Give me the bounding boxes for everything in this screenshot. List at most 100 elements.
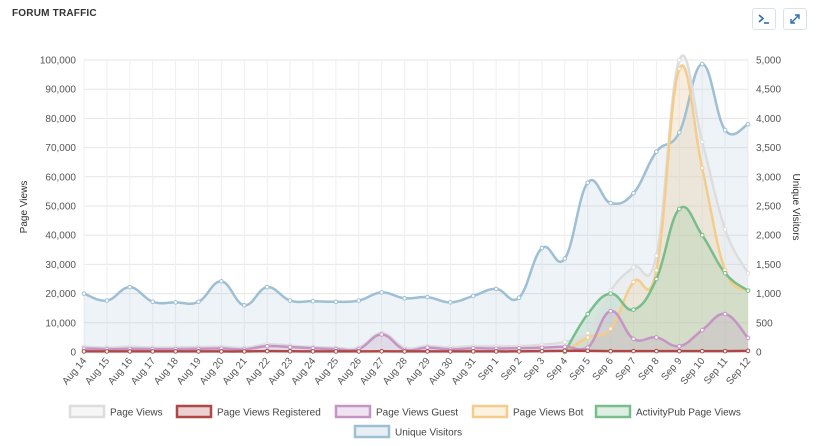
unique-visitors-point[interactable] xyxy=(81,291,87,296)
legend-item-page-views-registered[interactable]: Page Views Registered xyxy=(175,404,321,419)
page-views-registered-point[interactable] xyxy=(287,348,293,354)
page-views-point[interactable] xyxy=(585,330,591,336)
unique-visitors-point[interactable] xyxy=(722,127,728,133)
unique-visitors-point[interactable] xyxy=(219,279,224,284)
page-views-registered-point[interactable] xyxy=(608,348,613,354)
unique-visitors-point[interactable] xyxy=(608,200,613,206)
page-views-registered-point[interactable] xyxy=(631,348,636,354)
page-views-guest-point[interactable] xyxy=(631,336,636,342)
unique-visitors-point[interactable] xyxy=(150,299,155,305)
activitypub-page-views-point[interactable] xyxy=(722,270,728,276)
unique-visitors-point[interactable] xyxy=(104,298,110,303)
legend-item-page-views-bot[interactable]: Page Views Bot xyxy=(471,404,584,419)
unique-visitors-point[interactable] xyxy=(562,256,568,261)
page-views-registered-point[interactable] xyxy=(539,348,545,354)
page-views-registered-point[interactable] xyxy=(585,348,591,354)
activitypub-page-views-point[interactable] xyxy=(585,311,591,317)
page-views-guest-point[interactable] xyxy=(722,311,728,317)
unique-visitors-point[interactable] xyxy=(539,245,545,251)
activitypub-page-views-point[interactable] xyxy=(654,276,659,282)
page-views-registered-point[interactable] xyxy=(699,348,705,354)
page-views-registered-point[interactable] xyxy=(722,348,728,354)
page-views-guest-point[interactable] xyxy=(608,308,613,314)
page-views-registered-point[interactable] xyxy=(356,349,362,354)
activitypub-page-views-point[interactable] xyxy=(699,232,705,238)
page-views-registered-point[interactable] xyxy=(81,349,87,354)
page-views-registered-point[interactable] xyxy=(379,348,384,354)
page-views-point[interactable] xyxy=(562,339,568,345)
activitypub-page-views-point[interactable] xyxy=(677,206,682,212)
unique-visitors-point[interactable] xyxy=(699,61,705,67)
page-views-registered-point[interactable] xyxy=(173,349,178,354)
page-views-registered-point[interactable] xyxy=(470,349,476,354)
page-views-guest-point[interactable] xyxy=(562,344,568,350)
unique-visitors-point[interactable] xyxy=(654,149,659,154)
unique-visitors-point[interactable] xyxy=(379,290,384,295)
page-views-guest-point[interactable] xyxy=(677,343,682,349)
page-views-point[interactable] xyxy=(699,139,705,145)
page-views-guest-point[interactable] xyxy=(654,335,659,340)
page-views-registered-point[interactable] xyxy=(219,349,224,354)
page-views-guest-point[interactable] xyxy=(745,335,751,341)
terminal-button[interactable] xyxy=(752,8,776,30)
page-views-bot-point[interactable] xyxy=(608,326,613,331)
page-views-registered-point[interactable] xyxy=(493,349,499,354)
page-views-guest-point[interactable] xyxy=(379,332,384,337)
page-views-registered-point[interactable] xyxy=(310,349,316,354)
page-views-registered-point[interactable] xyxy=(104,349,110,354)
page-views-guest-point[interactable] xyxy=(699,327,705,333)
page-views-point[interactable] xyxy=(745,270,751,276)
expand-button[interactable] xyxy=(783,8,807,30)
legend-item-page-views[interactable]: Page Views xyxy=(68,404,163,419)
unique-visitors-point[interactable] xyxy=(196,299,201,305)
unique-visitors-point[interactable] xyxy=(287,298,293,303)
unique-visitors-point[interactable] xyxy=(333,299,339,305)
page-views-guest-point[interactable] xyxy=(264,343,270,349)
legend-item-activitypub-page-views[interactable]: ActivityPub Page Views xyxy=(594,404,741,419)
activitypub-page-views-point[interactable] xyxy=(608,291,613,296)
page-views-registered-point[interactable] xyxy=(196,349,201,354)
page-views-registered-point[interactable] xyxy=(150,349,155,354)
page-views-point[interactable] xyxy=(722,227,728,232)
unique-visitors-point[interactable] xyxy=(585,180,591,185)
unique-visitors-point[interactable] xyxy=(493,286,499,292)
page-views-bot-point[interactable] xyxy=(677,66,682,72)
page-views-registered-point[interactable] xyxy=(448,349,453,354)
activitypub-page-views-point[interactable] xyxy=(745,288,751,293)
page-views-point[interactable] xyxy=(654,253,659,258)
legend-item-page-views-guest[interactable]: Page Views Guest xyxy=(334,404,458,419)
page-views-registered-point[interactable] xyxy=(562,348,568,354)
page-views-registered-point[interactable] xyxy=(677,348,682,354)
page-views-registered-point[interactable] xyxy=(241,349,247,354)
unique-visitors-point[interactable] xyxy=(127,284,133,290)
unique-visitors-point[interactable] xyxy=(241,302,247,308)
activitypub-page-views-point[interactable] xyxy=(631,307,636,312)
unique-visitors-point[interactable] xyxy=(631,190,636,196)
page-views-registered-point[interactable] xyxy=(402,349,407,354)
page-views-registered-point[interactable] xyxy=(425,349,430,354)
page-views-point[interactable] xyxy=(677,57,682,63)
page-views-point[interactable] xyxy=(631,265,636,270)
legend-item-unique-visitors[interactable]: Unique Visitors xyxy=(353,424,462,439)
page-views-registered-point[interactable] xyxy=(127,349,133,354)
unique-visitors-point[interactable] xyxy=(516,295,522,300)
page-views-registered-point[interactable] xyxy=(264,348,270,354)
page-views-bot-point[interactable] xyxy=(585,335,591,340)
unique-visitors-point[interactable] xyxy=(264,284,270,290)
unique-visitors-point[interactable] xyxy=(310,298,316,304)
unique-visitors-point[interactable] xyxy=(677,130,682,135)
unique-visitors-point[interactable] xyxy=(470,293,476,299)
unique-visitors-point[interactable] xyxy=(356,298,362,303)
unique-visitors-point[interactable] xyxy=(448,300,453,305)
page-views-registered-point[interactable] xyxy=(333,349,339,354)
page-views-registered-point[interactable] xyxy=(654,348,659,354)
page-views-guest-point[interactable] xyxy=(425,345,430,350)
unique-visitors-point[interactable] xyxy=(173,300,178,305)
unique-visitors-point[interactable] xyxy=(402,295,407,301)
page-views-bot-point[interactable] xyxy=(654,267,659,273)
page-views-registered-point[interactable] xyxy=(745,348,751,354)
unique-visitors-point[interactable] xyxy=(425,294,430,300)
unique-visitors-point[interactable] xyxy=(745,121,751,127)
page-views-registered-point[interactable] xyxy=(516,349,522,354)
page-views-bot-point[interactable] xyxy=(631,279,636,285)
